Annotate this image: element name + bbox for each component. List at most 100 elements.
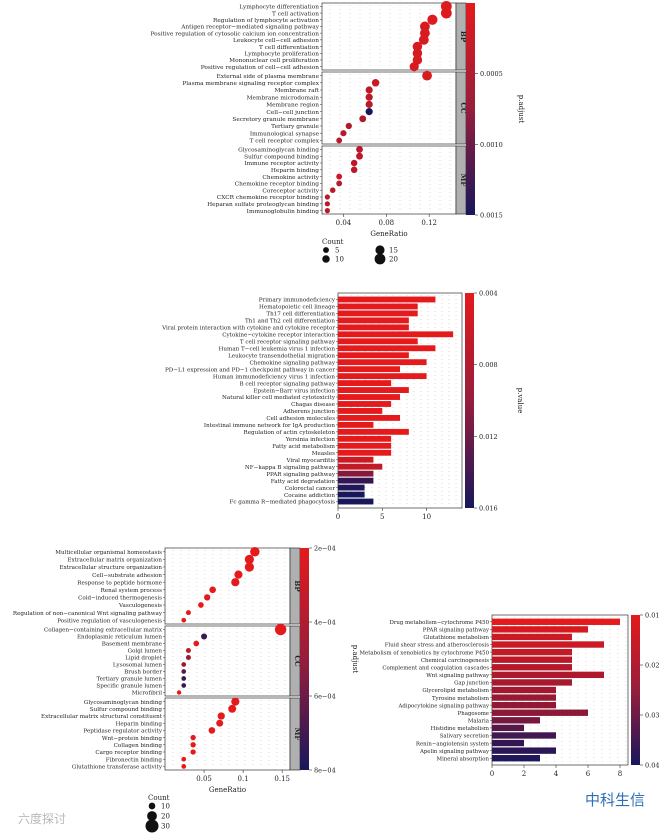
bar-label: Malaria: [468, 719, 490, 725]
size-legend-dot: [148, 802, 156, 810]
bar-label: Metabolism of xenobiotics by cytochrome …: [360, 650, 490, 656]
bar-label: Salivary secretion: [440, 734, 490, 740]
dot-point: [336, 137, 343, 144]
colorbar-tick-label: 0.0005: [480, 70, 503, 78]
bar-label: Th17 cell differentiation: [266, 312, 335, 318]
size-legend-dot: [374, 253, 386, 265]
bar-label: Viral myocarditis: [285, 458, 335, 464]
x-tick-label: 6: [586, 770, 591, 778]
term-label: Extracellular structure organization: [60, 565, 163, 571]
dot-point: [181, 683, 187, 688]
bar-label: B cell receptor signaling pathway: [239, 381, 335, 387]
dot-point: [181, 764, 187, 769]
x-axis-title: GeneRatio: [209, 786, 246, 794]
x-tick-label: 0: [490, 770, 494, 778]
dot-point: [329, 187, 336, 193]
dot-point: [356, 152, 363, 160]
dot-point: [190, 749, 196, 755]
colorbar-tick-label: 0.016: [479, 505, 498, 513]
dot-point: [216, 719, 224, 727]
bar-label: Epstein−Barr virus infection: [253, 388, 335, 394]
size-legend-label: 10: [161, 803, 170, 811]
bar-label: Glycerolipid metabolism: [422, 688, 489, 694]
bar-label: Human T−cell leukemia virus 1 infection: [219, 346, 336, 352]
term-label: Heparan sulfate proteoglycan binding: [207, 202, 319, 208]
term-label: CXCR chemokine receptor binding: [217, 195, 319, 201]
colorbar-tick-label: 0.02: [645, 662, 659, 670]
dot-point: [422, 70, 432, 81]
bar-label: Histidine metabolism: [431, 726, 489, 732]
facet-panel: [321, 145, 457, 215]
colorbar-ramp: [466, 3, 475, 215]
term-label: Lymphocyte differentiation: [239, 5, 319, 11]
bar-label: T cell receptor signaling pathway: [240, 339, 336, 345]
bar-label: Leukocyte transendothelial migration: [228, 353, 335, 359]
bar: [338, 428, 409, 435]
dot-point: [185, 610, 191, 616]
term-label: Cell−substrate adhesion: [92, 573, 162, 579]
bar: [338, 421, 374, 428]
term-label: Sulfur compound binding: [90, 707, 163, 713]
bar: [492, 679, 572, 686]
dot-point: [228, 704, 237, 713]
x-tick-label: 10: [422, 513, 431, 521]
colorbar-tick-label: 0.01: [645, 612, 659, 620]
dot-point: [176, 690, 182, 695]
bar: [492, 755, 540, 762]
bar-label: Yersinia infection: [285, 437, 336, 443]
bar-label: Cell adhesion molecules: [266, 416, 335, 422]
bar: [492, 747, 556, 754]
colorbar-tick-label: 0.0015: [480, 212, 503, 220]
dot-point: [356, 145, 363, 153]
dot-point: [181, 662, 187, 667]
term-label: Lysosomal lumen: [113, 663, 162, 669]
term-label: Brush border: [124, 670, 162, 676]
dot-point: [324, 208, 330, 214]
term-label: Positive regulation of cytosolic calcium…: [151, 31, 320, 37]
dot-point: [427, 14, 438, 25]
term-label: Membrane microdomain: [247, 95, 320, 101]
term-label: Glycosaminoglycan binding: [238, 148, 319, 154]
bar: [492, 671, 604, 679]
bar-label: Colorectal cancer: [285, 486, 336, 492]
size-legend-label: 15: [389, 247, 398, 255]
colorbar-tick-label: 0.04: [645, 762, 659, 770]
bar: [338, 352, 409, 359]
size-legend-label: 30: [161, 823, 170, 831]
term-label: External side of plasma membrane: [216, 74, 319, 80]
term-label: Immunological synapse: [250, 131, 320, 137]
bar-label: Regulation of actin cytoskeleton: [243, 430, 335, 436]
bar: [492, 709, 588, 716]
colorbar-panel_a: 0.0005 0.0010 0.0015 p.adjust: [466, 3, 525, 220]
term-label: Coreceptor activity: [262, 188, 319, 194]
bar-label: Viral protein interaction with cytokine …: [161, 326, 335, 332]
bar-label: Adherens junction: [282, 409, 335, 415]
dot-point: [231, 697, 240, 706]
bar: [338, 366, 400, 373]
facet-label: CC: [293, 655, 302, 667]
bar-label: Tyrosine metabolism: [432, 696, 489, 702]
bar: [338, 484, 365, 491]
bar: [492, 618, 620, 625]
dot-point: [418, 34, 429, 45]
term-label: Positive regulation of vasculogenesis: [57, 618, 162, 624]
dot-point: [336, 173, 343, 180]
bar-label: Fluid shear stress and atherosclerosis: [385, 643, 489, 649]
term-label: Wnt−protein binding: [102, 736, 163, 742]
dot-point: [365, 86, 373, 94]
bar: [492, 694, 556, 701]
dot-point: [193, 640, 200, 647]
term-label: Microfibril: [132, 691, 162, 697]
dot-point: [350, 159, 358, 167]
bar: [338, 324, 409, 331]
watermark-left: 六度探讨: [18, 811, 66, 826]
term-label: Positive regulation of cell−cell adhesio…: [201, 65, 320, 71]
x-tick-label: 0.04: [336, 219, 352, 227]
size-legend-label: 20: [389, 256, 398, 264]
colorbar-tick-label: 8e−04: [314, 767, 336, 775]
bar-label: Fc gamma R−mediated phagocytosis: [230, 500, 336, 506]
x-tick-label: 0.08: [379, 219, 395, 227]
dot-point: [185, 654, 191, 661]
term-label: T cell receptor complex: [250, 139, 320, 145]
